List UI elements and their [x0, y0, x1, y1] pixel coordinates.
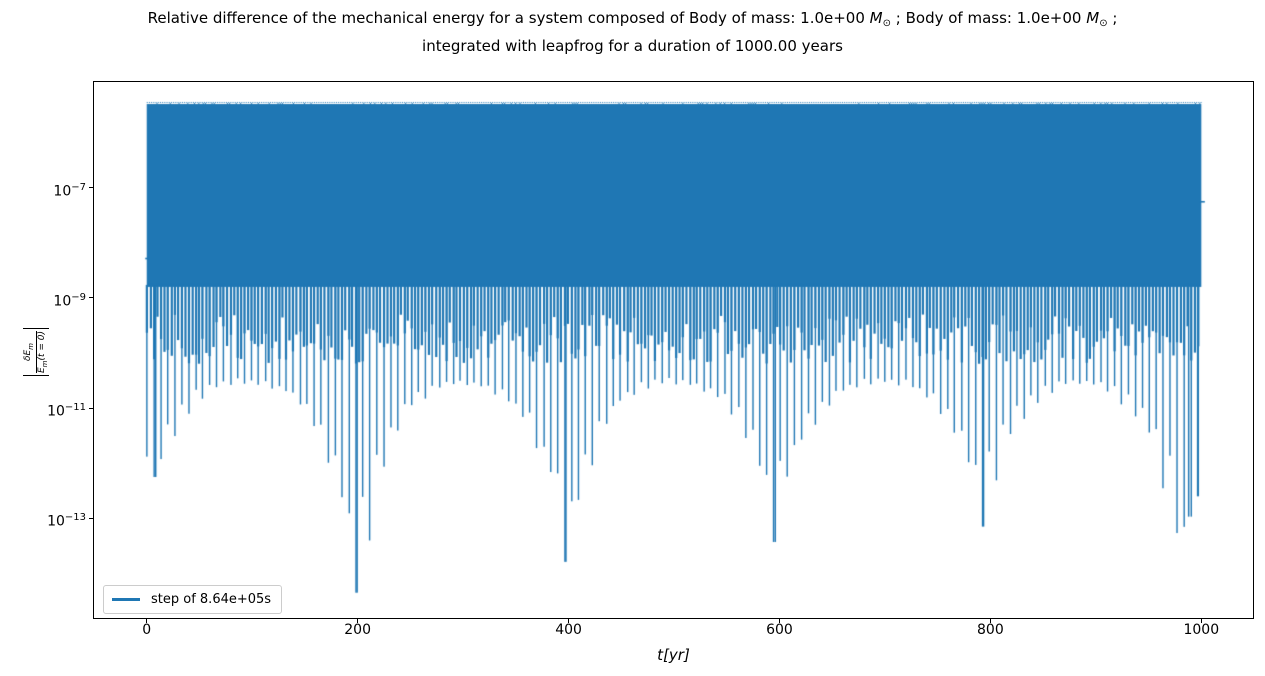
sun-symbol: ⊙ [882, 18, 892, 29]
x-tick-label: 600 [766, 622, 793, 638]
y-axis-label: δEm Em(t = 0) [22, 319, 50, 385]
ylabel-denominator: Em(t = 0) [35, 330, 50, 374]
y-tick-label: 10−9 [53, 291, 86, 310]
x-tick-mark [568, 619, 570, 623]
x-tick-mark [1200, 619, 1202, 623]
plot-title: Relative difference of the mechanical en… [52, 7, 1213, 57]
plot-canvas [94, 82, 1253, 618]
x-tick-mark [146, 619, 148, 623]
y-tick-mark [89, 187, 93, 189]
x-tick-mark [357, 619, 359, 623]
ylabel-fraction: δEm Em(t = 0) [22, 330, 50, 374]
mass-symbol: M [1086, 9, 1100, 27]
legend-box: step of 8.64e+05s [103, 585, 283, 614]
title-text: Relative difference of the mechanical en… [147, 9, 870, 27]
x-tick-label: 400 [555, 622, 582, 638]
x-tick-mark [989, 619, 991, 623]
sun-symbol: ⊙ [1099, 18, 1108, 29]
abs-bar-left [23, 375, 49, 377]
legend-label: step of 8.64e+05s [151, 592, 272, 607]
axes-area [93, 81, 1254, 619]
mass-symbol: M [869, 9, 883, 27]
y-tick-mark [89, 517, 93, 519]
x-tick-label: 1000 [1183, 622, 1220, 638]
abs-bar-right [23, 327, 49, 329]
y-tick-label: 10−11 [47, 402, 86, 420]
x-tick-label: 800 [977, 622, 1004, 638]
x-tick-label: 200 [344, 622, 371, 638]
title-text: ; Body of mass: 1.0e+00 [891, 9, 1087, 27]
plot-title-line1: Relative difference of the mechanical en… [52, 7, 1213, 35]
y-tick-mark [89, 297, 93, 299]
plot-title-line2: integrated with leapfrog for a duration … [422, 37, 843, 55]
title-text: ; [1107, 9, 1118, 27]
y-tick-label: 10−13 [47, 512, 86, 530]
x-tick-label: 0 [142, 622, 152, 638]
x-axis-label: t[yr] [657, 646, 690, 664]
y-tick-mark [89, 407, 93, 409]
y-tick-label: 10−7 [53, 181, 86, 200]
x-tick-mark [778, 619, 780, 623]
ylabel-numerator: δEm [22, 342, 35, 362]
legend-line-sample [112, 598, 140, 601]
